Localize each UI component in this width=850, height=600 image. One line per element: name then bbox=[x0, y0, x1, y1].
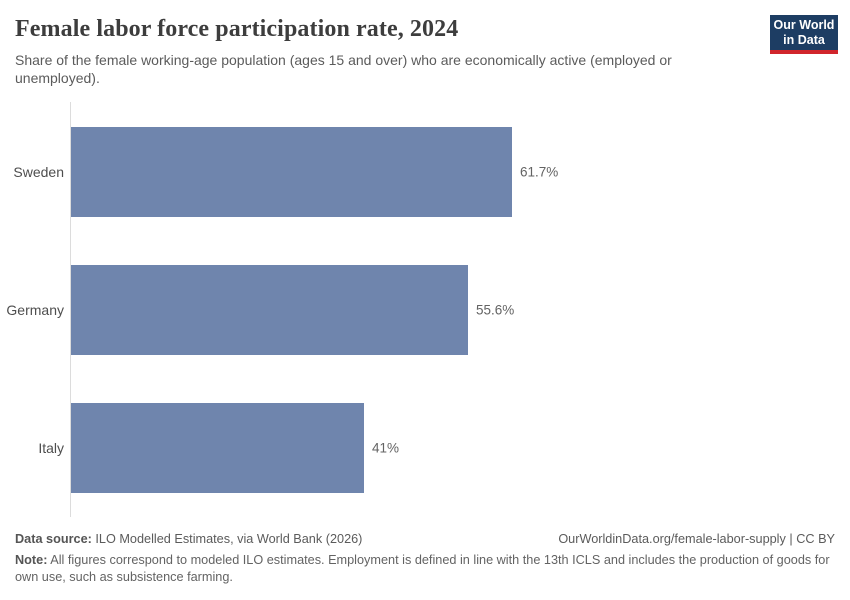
license-label: CC BY bbox=[796, 532, 835, 546]
license-separator: | bbox=[785, 532, 797, 546]
category-label-germany: Germany bbox=[6, 302, 64, 318]
bar-italy[interactable] bbox=[71, 403, 364, 493]
chart-footer: Data source: ILO Modelled Estimates, via… bbox=[15, 531, 835, 586]
bar-chart: Sweden 61.7% Germany 55.6% Italy 41% bbox=[0, 102, 850, 517]
y-axis-line bbox=[70, 102, 71, 517]
bar-row-germany: Germany 55.6% bbox=[0, 265, 850, 355]
chart-note: Note: All figures correspond to modeled … bbox=[15, 552, 835, 586]
category-label-italy: Italy bbox=[38, 440, 64, 456]
attribution: OurWorldinData.org/female-labor-supply |… bbox=[558, 531, 835, 548]
owid-logo[interactable]: Our World in Data bbox=[770, 15, 838, 54]
chart-url-link[interactable]: OurWorldinData.org/female-labor-supply bbox=[558, 532, 786, 546]
bar-row-italy: Italy 41% bbox=[0, 403, 850, 493]
bar-sweden[interactable] bbox=[71, 127, 512, 217]
value-label-sweden: 61.7% bbox=[520, 164, 559, 180]
value-label-germany: 55.6% bbox=[476, 302, 515, 318]
note-label: Note: bbox=[15, 552, 48, 567]
value-label-italy: 41% bbox=[372, 440, 400, 456]
chart-title: Female labor force participation rate, 2… bbox=[15, 16, 459, 42]
owid-logo-line1: Our World bbox=[773, 18, 835, 32]
data-source: Data source: ILO Modelled Estimates, via… bbox=[15, 531, 362, 548]
note-text: All figures correspond to modeled ILO es… bbox=[15, 552, 830, 584]
bar-germany[interactable] bbox=[71, 265, 468, 355]
data-source-label: Data source: bbox=[15, 532, 92, 546]
chart-subtitle: Share of the female working-age populati… bbox=[15, 51, 672, 87]
bar-row-sweden: Sweden 61.7% bbox=[0, 127, 850, 217]
chart-header: Female labor force participation rate, 2… bbox=[15, 16, 835, 88]
data-source-text: ILO Modelled Estimates, via World Bank (… bbox=[91, 532, 363, 546]
category-label-sweden: Sweden bbox=[13, 164, 64, 180]
owid-logo-line2: in Data bbox=[783, 33, 825, 47]
